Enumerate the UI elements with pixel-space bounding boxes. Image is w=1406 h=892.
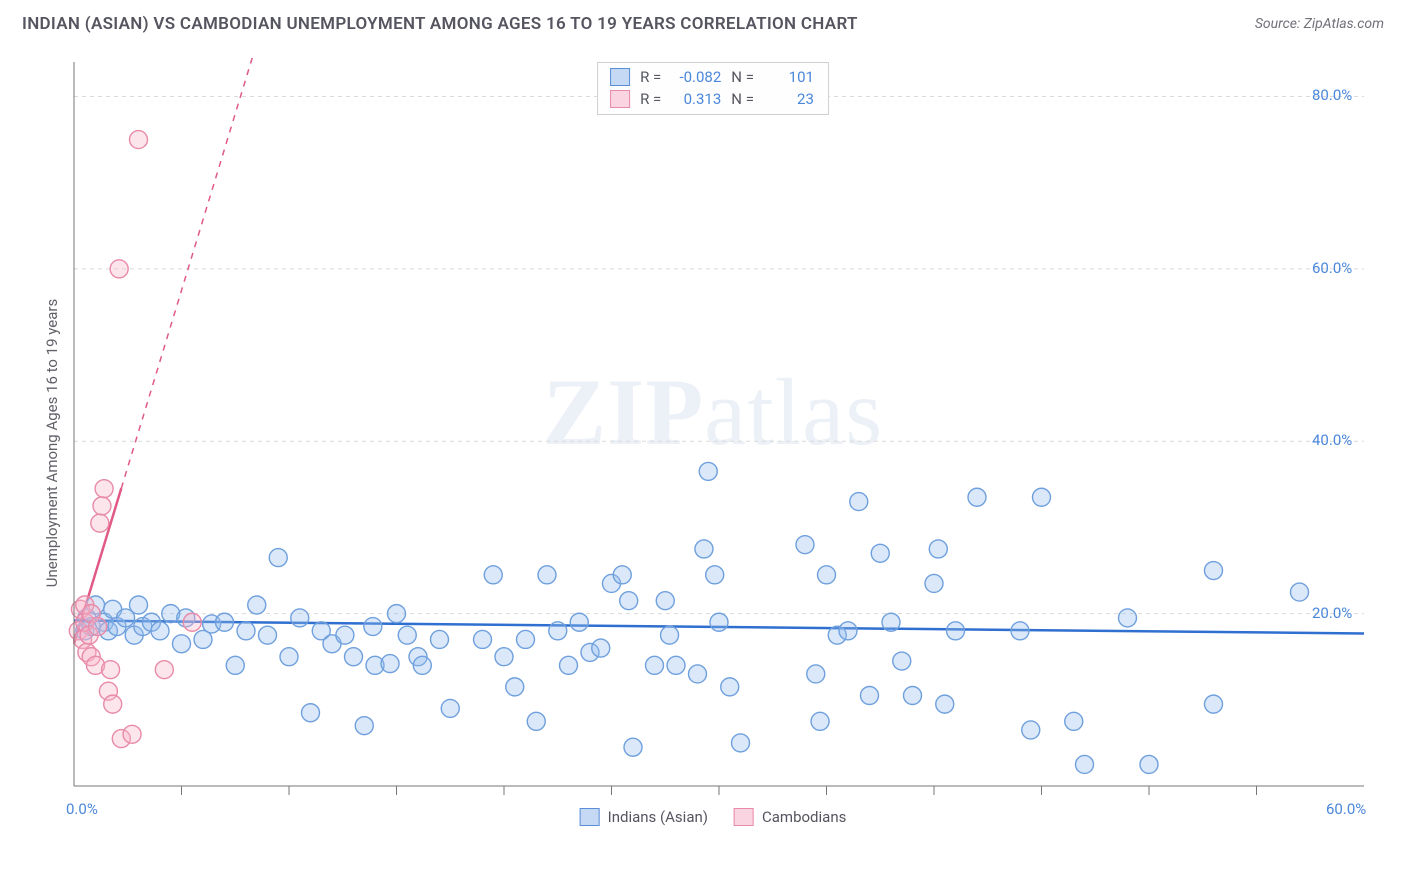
source-label: Source: ZipAtlas.com bbox=[1255, 16, 1384, 32]
x-tick-label: 60.0% bbox=[1326, 800, 1366, 818]
swatch-pink-icon bbox=[610, 90, 630, 108]
n-value-0: 101 bbox=[758, 68, 814, 86]
legend-label-1: Cambodians bbox=[762, 808, 846, 826]
n-label-1: N = bbox=[731, 90, 754, 108]
correlation-legend: R =-0.082 N =101 R =0.313 N =23 bbox=[597, 62, 829, 115]
scatter-plot-svg bbox=[52, 58, 1374, 828]
chart-area: Unemployment Among Ages 16 to 19 years Z… bbox=[52, 58, 1374, 828]
legend-label-0: Indians (Asian) bbox=[608, 808, 708, 826]
chart-title: INDIAN (ASIAN) VS CAMBODIAN UNEMPLOYMENT… bbox=[22, 14, 858, 34]
legend-item-1: Cambodians bbox=[734, 808, 846, 826]
y-tick-label: 20.0% bbox=[1312, 604, 1352, 622]
legend-swatch-pink-icon bbox=[734, 808, 754, 826]
source-prefix: Source: bbox=[1255, 16, 1304, 32]
corr-row-1: R =0.313 N =23 bbox=[610, 88, 814, 110]
legend-swatch-blue-icon bbox=[580, 808, 600, 826]
n-label-0: N = bbox=[731, 68, 754, 86]
x-tick-label: 0.0% bbox=[66, 800, 98, 818]
source-value: ZipAtlas.com bbox=[1304, 16, 1384, 32]
legend-item-0: Indians (Asian) bbox=[580, 808, 708, 826]
y-tick-label: 40.0% bbox=[1312, 431, 1352, 449]
y-tick-label: 80.0% bbox=[1312, 86, 1352, 104]
series-legend: Indians (Asian) Cambodians bbox=[580, 808, 847, 826]
r-value-1: 0.313 bbox=[665, 90, 721, 108]
n-value-1: 23 bbox=[758, 90, 814, 108]
r-label-0: R = bbox=[640, 68, 661, 86]
y-tick-label: 60.0% bbox=[1312, 259, 1352, 277]
swatch-blue-icon bbox=[610, 68, 630, 86]
r-label-1: R = bbox=[640, 90, 661, 108]
corr-row-0: R =-0.082 N =101 bbox=[610, 66, 814, 88]
r-value-0: -0.082 bbox=[665, 68, 721, 86]
